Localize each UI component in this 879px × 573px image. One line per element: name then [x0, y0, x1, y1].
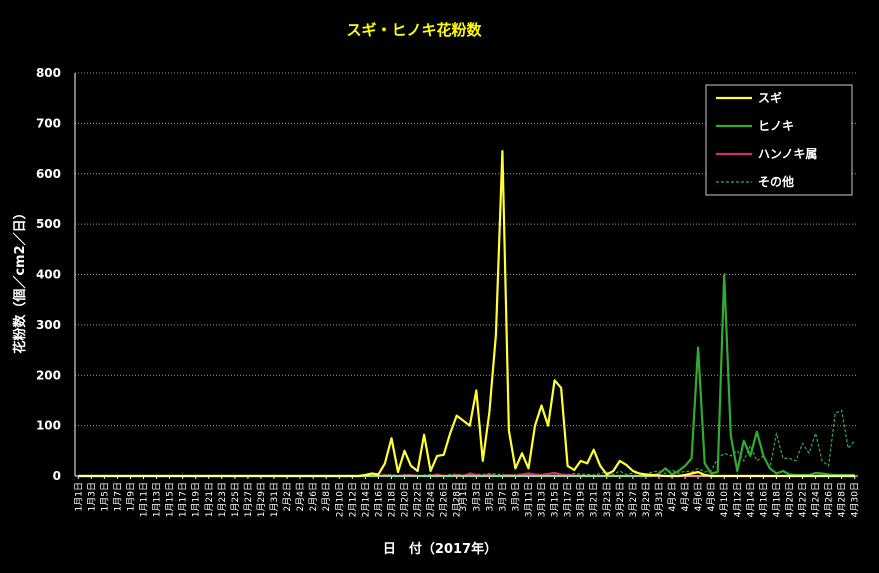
x-tick-label: 4月22日 — [798, 482, 809, 517]
x-tick-label: 4月6日 — [693, 482, 704, 511]
y-tick-label: 200 — [36, 368, 61, 382]
x-tick-label: 2月12日 — [347, 482, 358, 517]
x-tick-label: 1月29日 — [256, 482, 267, 517]
x-tick-label: 3月29日 — [641, 482, 652, 517]
x-tick-label: 2月10日 — [334, 482, 345, 517]
x-tick-label: 2月2日 — [282, 482, 293, 511]
x-tick-label: 2月22日 — [413, 482, 424, 517]
x-tick-label: 1月27日 — [243, 482, 254, 517]
x-tick-label: 1月11日 — [139, 482, 150, 517]
x-tick-label: 1月17日 — [178, 482, 189, 517]
x-tick-label: 4月20日 — [784, 482, 795, 517]
x-tick-label: 4月28日 — [837, 482, 848, 517]
legend-label: ハンノキ属 — [758, 147, 817, 161]
x-tick-label: 4月24日 — [811, 482, 822, 517]
x-tick-label: 2月18日 — [386, 482, 397, 517]
x-tick-label: 3月9日 — [510, 482, 521, 511]
x-tick-label: 4月12日 — [732, 482, 743, 517]
y-tick-label: 600 — [36, 167, 61, 181]
x-tick-label: 4月2日 — [667, 482, 678, 511]
x-axis-ticks: 1月1日 1月3日 1月5日 1月7日 1月9日 1月11日 1月13日 1月15日 1月17日… — [73, 476, 861, 517]
x-tick-label: 4月8日 — [706, 482, 717, 511]
x-tick-label: 1月13日 — [152, 482, 163, 517]
legend-box — [705, 84, 853, 196]
x-tick-label: 3月17日 — [563, 482, 574, 517]
x-tick-label: 4月14日 — [745, 482, 756, 517]
x-tick-label: 3月7日 — [497, 482, 508, 511]
x-tick-label: 1月31日 — [269, 482, 280, 517]
y-tick-label: 100 — [36, 419, 61, 433]
x-axis-label: 日 付（2017年） — [383, 541, 497, 557]
x-tick-label: 3月1日 — [458, 482, 469, 511]
y-tick-label: 700 — [36, 116, 61, 130]
x-tick-label: 4月30日 — [850, 482, 861, 517]
legend-label: その他 — [758, 174, 794, 189]
y-tick-label: 0 — [53, 469, 61, 483]
x-tick-label: 3月23日 — [602, 482, 613, 517]
y-tick-label: 300 — [36, 318, 61, 332]
x-tick-label: 4月10日 — [719, 482, 730, 517]
x-tick-label: 1月25日 — [230, 482, 241, 517]
x-tick-label: 3月31日 — [654, 482, 665, 517]
x-tick-label: 1月15日 — [165, 482, 176, 517]
x-tick-label: 3月13日 — [537, 482, 548, 517]
x-tick-label: 3月21日 — [589, 482, 600, 517]
x-tick-label: 3月27日 — [628, 482, 639, 517]
series-line-3 — [78, 409, 856, 477]
x-tick-label: 1月1日 — [73, 482, 84, 511]
x-tick-label: 2月16日 — [373, 482, 384, 517]
x-tick-label: 1月9日 — [125, 482, 136, 511]
x-tick-label: 4月4日 — [680, 482, 691, 511]
x-tick-label: 1月19日 — [191, 482, 202, 517]
x-tick-label: 3月3日 — [471, 482, 482, 511]
x-tick-label: 2月4日 — [295, 482, 306, 511]
x-tick-label: 2月26日 — [439, 482, 450, 517]
x-tick-label: 1月3日 — [86, 482, 97, 511]
x-tick-label: 4月18日 — [771, 482, 782, 517]
x-tick-label: 1月21日 — [204, 482, 215, 517]
x-tick-label: 1月7日 — [112, 482, 123, 511]
x-tick-label: 1月5日 — [99, 482, 110, 511]
y-tick-label: 500 — [36, 217, 61, 231]
x-tick-label: 3月11日 — [523, 482, 534, 517]
x-tick-label: 2月8日 — [321, 482, 332, 511]
x-tick-label: 2月6日 — [308, 482, 319, 511]
x-tick-label: 3月15日 — [550, 482, 561, 517]
x-tick-label: 3月19日 — [576, 482, 587, 517]
x-tick-label: 3月25日 — [615, 482, 626, 517]
y-axis-label: 花粉数（個／cm2／日） — [12, 206, 28, 353]
x-tick-label: 1月23日 — [217, 482, 228, 517]
x-tick-label: 3月5日 — [484, 482, 495, 511]
y-axis-ticks: 0 100 200 300 400 500 600 700 800 — [36, 66, 61, 483]
x-tick-label: 2月20日 — [400, 482, 411, 517]
legend-label: スギ — [758, 90, 782, 105]
x-tick-label: 2月28日 — [452, 482, 463, 517]
x-tick-label: 2月24日 — [426, 482, 437, 517]
legend-label: ヒノキ — [758, 119, 794, 133]
chart-title: スギ・ヒノキ花粉数 — [346, 21, 482, 39]
x-tick-label: 4月26日 — [824, 482, 835, 517]
y-tick-label: 800 — [36, 66, 61, 80]
x-tick-label: 2月14日 — [360, 482, 371, 517]
x-tick-label: 4月16日 — [758, 482, 769, 517]
y-tick-label: 400 — [36, 268, 61, 282]
